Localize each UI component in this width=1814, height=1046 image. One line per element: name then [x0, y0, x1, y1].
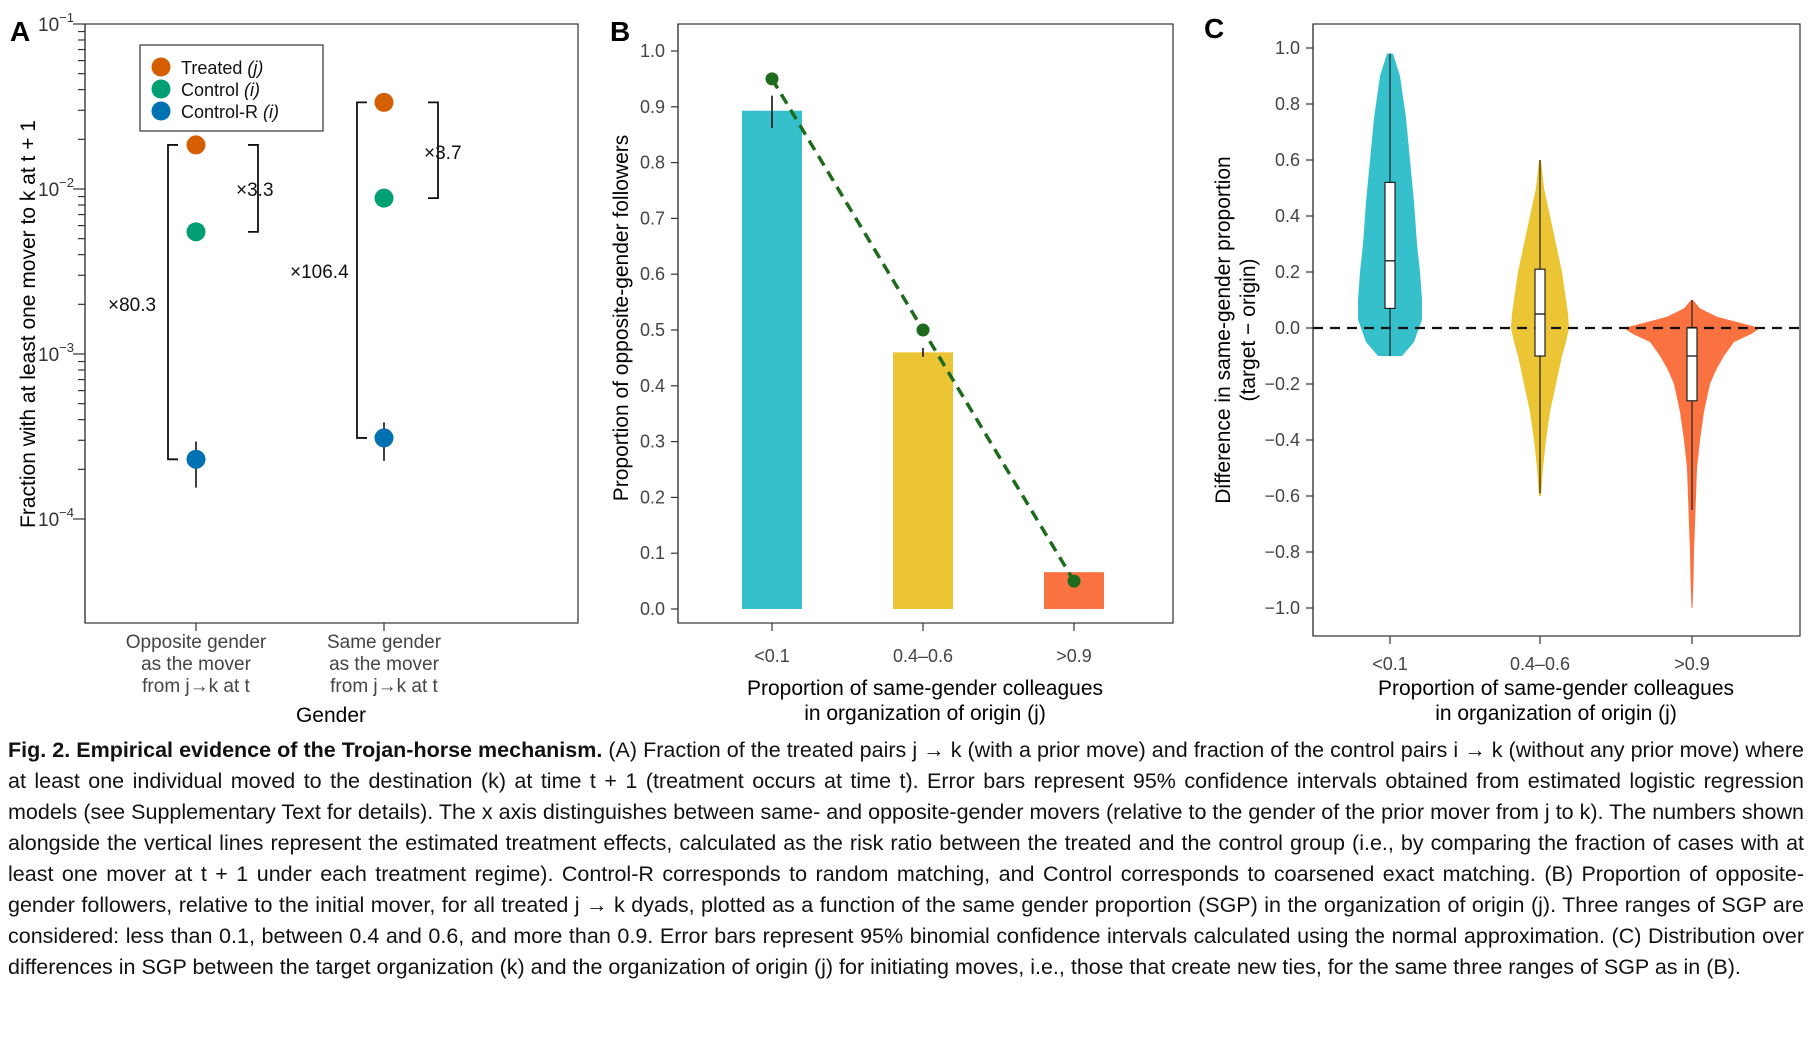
figure-caption: Fig. 2. Empirical evidence of the Trojan… [8, 735, 1804, 983]
panel-c-y-tick-label: 0.6 [1275, 150, 1300, 170]
ratio-bracket [428, 101, 439, 200]
panel-b-y-axis: 0.0 0.1 0.2 0.3 0.4 0.5 0.6 0.7 0.8 0.9 1.0 [640, 24, 679, 623]
panel-b-y-tick-label: 0.6 [640, 264, 665, 284]
panel-b-y-tick-label: 0.3 [640, 432, 665, 452]
panel-a-x-tick-label: from j→k at t [330, 676, 438, 697]
bar [742, 110, 802, 610]
legend-marker [151, 79, 171, 99]
line-point [1067, 574, 1081, 588]
panel-a-y-tick-label: 10−3 [38, 340, 74, 366]
panel-a-x-tick-label: from j→k at t [142, 676, 250, 697]
panel-c-y-tick-label: −0.6 [1264, 486, 1300, 506]
panel-a-brackets: ×3.3 ×80.3 ×3.7 ×106.4 [108, 101, 462, 461]
panel-a-x-tick-label: Same gender [327, 632, 442, 653]
panel-c-y-tick-label: 1.0 [1275, 38, 1300, 58]
panel-c-x-tick-label: >0.9 [1674, 654, 1710, 674]
ratio-label: ×3.3 [236, 180, 274, 201]
legend-label: Control-R (i) [181, 102, 279, 122]
data-point [374, 188, 394, 208]
panel-c-y-label-line2: (target − origin) [1237, 259, 1260, 402]
panel-c-y-tick-label: −0.4 [1264, 430, 1300, 450]
panel-c-y-tick-label: 0.2 [1275, 262, 1300, 282]
caption-text: (A) Fraction of the treated pairs j → k … [8, 738, 1804, 979]
panel-b: B 0.0 0.1 0.2 0.3 0.4 0.5 0.6 0.7 0.8 0.9 1.0 Prop… [610, 16, 1174, 725]
bar [893, 352, 953, 609]
panel-c-x-ticks: <0.1 0.4–0.6 >0.9 [1372, 636, 1710, 674]
data-point [186, 222, 206, 242]
panel-b-x-tick-label: 0.4–0.6 [893, 646, 953, 666]
panel-b-x-tick-label: >0.9 [1056, 646, 1092, 666]
panel-a-x-label: Gender [296, 704, 366, 727]
panel-a-points [186, 92, 394, 488]
legend-box [139, 44, 324, 132]
panel-c-x-label-line2: in organization of origin (j) [1435, 702, 1677, 725]
panel-b-y-tick-label: 0.7 [640, 208, 665, 228]
legend-label: Treated (j) [181, 58, 263, 78]
panel-c-y-tick-label: −1.0 [1264, 598, 1300, 618]
panel-a-letter: A [10, 16, 30, 47]
figure: A 10−1 10−2 10−3 10−4 Fraction with at leas… [10, 10, 1801, 727]
ratio-label: ×3.7 [424, 143, 462, 164]
panel-c-y-axis: −1.0 −0.8 −0.6 −0.4 −0.2 0.0 0.2 0.4 0.6 0.8 1.0 [1264, 24, 1314, 636]
panel-b-y-label: Proportion of opposite-gender followers [610, 135, 633, 502]
panel-c-y-tick-label: 0.0 [1275, 318, 1300, 338]
panel-a-x-tick-label: as the mover [141, 654, 251, 675]
panel-c: C −1.0 −0.8 −0.6 −0.4 −0.2 0.0 0.2 0.4 0.6 0.8 1.0… [1204, 13, 1801, 725]
panel-b-y-tick-label: 0.4 [640, 376, 665, 396]
panel-b-bars [742, 72, 1104, 610]
legend-label: Control (i) [181, 80, 260, 100]
data-point [186, 135, 206, 155]
panel-b-y-tick-label: 0.2 [640, 487, 665, 507]
panel-b-x-tick-label: <0.1 [754, 646, 790, 666]
panel-c-x-tick-label: <0.1 [1372, 654, 1408, 674]
panel-a: A 10−1 10−2 10−3 10−4 Fraction with at leas… [10, 10, 579, 727]
panel-b-y-tick-label: 0.8 [640, 153, 665, 173]
panel-b-x-label-line2: in organization of origin (j) [804, 702, 1046, 725]
panel-b-y-tick-label: 0.1 [640, 543, 665, 563]
line-point [765, 72, 779, 86]
panel-b-letter: B [610, 16, 630, 47]
line-point [916, 323, 930, 337]
panel-a-y-label: Fraction with at least one mover to k at… [17, 120, 40, 528]
panel-a-y-tick-label: 10−4 [38, 505, 74, 531]
panel-a-x-tick-label: as the mover [329, 654, 439, 675]
panel-b-y-tick-label: 0.5 [640, 320, 665, 340]
panel-c-y-tick-label: −0.2 [1264, 374, 1300, 394]
panel-a-y-axis: 10−1 10−2 10−3 10−4 [38, 10, 86, 623]
data-point [186, 449, 206, 469]
panel-c-y-tick-label: 0.4 [1275, 206, 1300, 226]
box [1686, 327, 1698, 402]
ratio-bracket [167, 144, 178, 461]
data-point [374, 428, 394, 448]
panel-c-violins [1313, 53, 1800, 608]
panel-c-y-label-line1: Difference in same-gender proportion [1212, 156, 1235, 503]
ratio-bracket [248, 144, 259, 233]
panel-a-y-tick-label: 10−1 [38, 10, 74, 36]
data-point [374, 92, 394, 112]
panel-a-y-tick-label: 10−2 [38, 175, 74, 201]
panel-b-x-ticks: <0.1 0.4–0.6 >0.9 [754, 623, 1092, 666]
panel-c-x-tick-label: 0.4–0.6 [1510, 654, 1570, 674]
panel-c-y-tick-label: −0.8 [1264, 542, 1300, 562]
panel-c-letter: C [1204, 13, 1224, 44]
legend-marker [151, 101, 171, 121]
panel-b-y-tick-label: 0.9 [640, 97, 665, 117]
panel-b-y-tick-label: 0.0 [640, 599, 665, 619]
legend-marker [151, 57, 171, 77]
panel-b-x-label-line1: Proportion of same-gender colleagues [747, 677, 1103, 700]
panel-c-y-tick-label: 0.8 [1275, 94, 1300, 114]
ratio-label: ×80.3 [108, 295, 156, 316]
box [1384, 181, 1396, 309]
box [1534, 268, 1546, 357]
ratio-label: ×106.4 [290, 262, 349, 283]
panel-b-y-tick-label: 1.0 [640, 41, 665, 61]
panel-c-x-label-line1: Proportion of same-gender colleagues [1378, 677, 1734, 700]
panel-a-legend: Treated (j)Control (i)Control-R (i) [139, 44, 324, 132]
caption-title: Fig. 2. Empirical evidence of the Trojan… [8, 738, 603, 762]
panel-a-x-tick-label: Opposite gender [126, 632, 267, 653]
ratio-bracket [356, 101, 367, 439]
